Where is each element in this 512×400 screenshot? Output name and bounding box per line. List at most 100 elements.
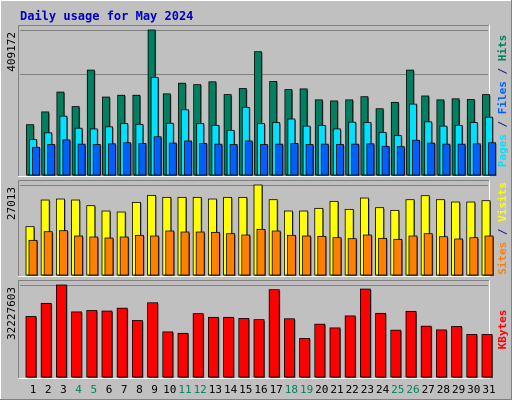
bar-fill <box>442 143 451 176</box>
x-tick-label-day-6: 6 <box>106 383 113 396</box>
bar-hits-pages-day-28 <box>442 143 451 176</box>
bar-hits-pages-day-22 <box>351 143 360 176</box>
bar-fill <box>108 143 116 176</box>
bar-visits-sites-day-22 <box>347 238 358 276</box>
bar-hits-pages-day-24 <box>381 145 391 176</box>
bar-fill <box>244 140 253 176</box>
bar-kbytes-kbytes-day-28 <box>435 329 448 378</box>
bar-hits-pages-day-23 <box>366 143 375 176</box>
bar-fill <box>62 139 71 176</box>
bar-visits-sites-day-4 <box>74 235 84 276</box>
bar-fill <box>43 231 53 276</box>
bar-fill <box>359 288 371 378</box>
legend-part-visits-0: Sites <box>496 242 509 275</box>
bar-fill <box>305 144 314 176</box>
bar-fill <box>229 144 238 176</box>
bar-fill <box>393 238 403 276</box>
legend-label-hits: Pages / Files / Hits <box>496 35 509 168</box>
bar-kbytes-kbytes-day-15 <box>238 318 250 378</box>
bar-visits-sites-day-7 <box>119 236 130 276</box>
x-tick-label-day-30: 30 <box>467 383 480 396</box>
x-tick-label-day-10: 10 <box>163 383 176 396</box>
bar-kbytes-kbytes-day-7 <box>116 307 129 378</box>
bar-hits-pages-day-11 <box>184 140 193 176</box>
bar-kbytes-kbytes-day-19 <box>299 338 311 378</box>
x-tick-label-day-9: 9 <box>151 383 158 396</box>
bar-fill <box>271 230 281 276</box>
bar-fill <box>286 234 296 276</box>
bar-hits-pages-day-7 <box>123 142 132 176</box>
bar-fill <box>184 140 192 176</box>
bar-fill <box>180 231 190 276</box>
bar-visits-sites-day-16 <box>256 228 266 276</box>
bar-kbytes-kbytes-day-22 <box>344 315 357 378</box>
x-tick-label-day-25: 25 <box>391 383 404 396</box>
bar-visits-sites-day-10 <box>165 230 175 276</box>
y-axis-labels: 409172 27013 32227603 <box>5 32 18 340</box>
bar-fill <box>28 239 38 276</box>
bar-visits-sites-day-26 <box>408 235 418 276</box>
bar-fill <box>332 237 342 276</box>
bar-fill <box>317 235 327 276</box>
bar-fill <box>74 235 83 276</box>
bar-visits-sites-day-18 <box>286 234 297 276</box>
bar-hits-pages-day-26 <box>412 139 421 176</box>
bar-visits-sites-day-25 <box>393 238 403 276</box>
bar-kbytes-kbytes-day-21 <box>329 327 341 378</box>
x-tick-label-day-16: 16 <box>254 383 267 396</box>
bar-fill <box>375 312 387 378</box>
bar-visits-sites-day-12 <box>195 231 206 276</box>
bar-hits-pages-day-21 <box>336 144 345 176</box>
bar-visits-sites-day-14 <box>226 233 236 276</box>
x-tick-label-day-21: 21 <box>330 383 343 396</box>
legend-part-hits-4: Hits <box>496 35 509 62</box>
bar-kbytes-kbytes-day-24 <box>375 312 387 378</box>
x-tick-label-day-11: 11 <box>178 383 191 396</box>
bar-visits-sites-day-2 <box>43 231 54 276</box>
bar-visits-sites-day-3 <box>59 230 69 276</box>
bar-fill <box>223 316 235 378</box>
x-tick-label-day-15: 15 <box>239 383 252 396</box>
bar-hits-pages-day-9 <box>153 136 163 176</box>
bar-fill <box>435 329 447 378</box>
bar-fill <box>168 142 177 176</box>
legend-part-hits-1: / <box>496 114 509 134</box>
bar-kbytes-kbytes-day-1 <box>25 316 37 378</box>
bar-fill <box>147 302 159 378</box>
bar-hits-pages-day-12 <box>199 143 208 176</box>
bar-fill <box>210 231 220 276</box>
y-max-label-hits: 409172 <box>5 32 18 72</box>
bar-fill <box>405 310 417 378</box>
legend-labels: Pages / Files / Hits Sites / Visits KBytes <box>496 35 509 350</box>
bar-hits-pages-day-17 <box>275 143 284 176</box>
bar-kbytes-kbytes-day-26 <box>405 310 417 378</box>
bar-fill <box>104 237 114 276</box>
x-tick-label-day-18: 18 <box>285 383 298 396</box>
bar-fill <box>25 316 37 378</box>
bar-fill <box>390 329 402 378</box>
legend-part-visits-2: Visits <box>496 182 509 222</box>
bar-visits-sites-day-30 <box>469 237 479 276</box>
bar-fill <box>396 146 405 176</box>
bar-fill <box>92 144 101 176</box>
bar-fill <box>469 237 479 276</box>
bar-visits-sites-day-31 <box>484 235 494 276</box>
bar-visits-sites-day-24 <box>378 237 388 276</box>
bar-fill <box>275 143 284 176</box>
bar-hits-pages-day-4 <box>77 143 87 176</box>
bar-hits-pages-day-16 <box>260 144 269 176</box>
bar-kbytes-kbytes-day-14 <box>223 316 235 378</box>
bar-kbytes-kbytes-day-20 <box>314 323 326 378</box>
bar-fill <box>381 145 390 176</box>
bar-hits-pages-day-8 <box>138 143 147 176</box>
bar-fill <box>153 136 162 176</box>
bar-kbytes-kbytes-day-4 <box>71 311 83 378</box>
bar-fill <box>89 236 99 276</box>
chart-title: Daily usage for May 2024 <box>20 9 193 23</box>
bar-kbytes-kbytes-day-2 <box>40 302 53 378</box>
bar-fill <box>484 235 494 276</box>
bar-visits-sites-day-5 <box>89 236 99 276</box>
bar-fill <box>101 310 113 378</box>
bar-fill <box>71 311 82 378</box>
